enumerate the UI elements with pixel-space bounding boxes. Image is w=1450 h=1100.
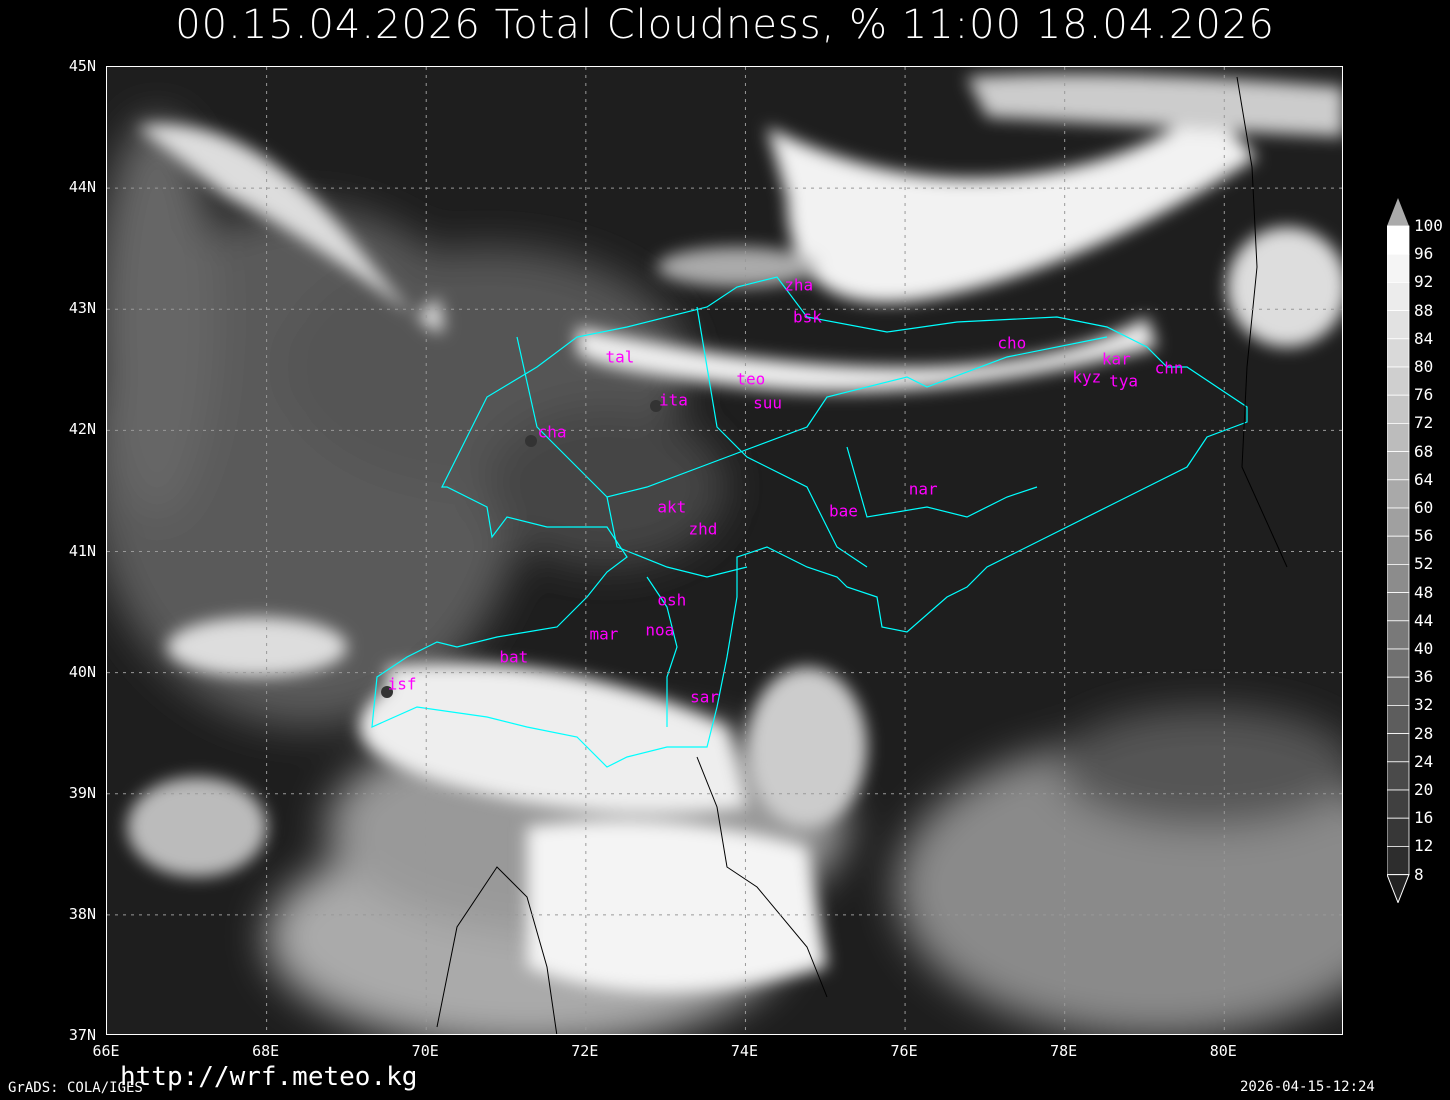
colorbar-min-arrow (1387, 874, 1410, 903)
colorbar-bin (1387, 733, 1410, 763)
station-label-suu: suu (753, 393, 783, 413)
colorbar-label: 52 (1414, 554, 1434, 574)
colorbar-label: 44 (1414, 610, 1434, 630)
lat-label: 42N (68, 420, 96, 439)
colorbar-label: 24 (1414, 751, 1434, 771)
station-label-akt: akt (657, 497, 687, 517)
colorbar-label: 64 (1414, 469, 1434, 489)
colorbar-bin (1387, 394, 1410, 424)
colorbar-label: 20 (1414, 780, 1434, 799)
map-title: 00.15.04.2026 Total Cloudness, % 11:00 1… (175, 2, 1275, 48)
station-label-kar: kar (1101, 349, 1131, 369)
colorbar-bin (1387, 704, 1410, 734)
lon-label: 76E (890, 1042, 918, 1060)
colorbar-bin (1387, 422, 1410, 452)
station-label-nar: nar (908, 479, 938, 499)
lon-label: 66E (92, 1042, 120, 1060)
site-url[interactable]: http://wrf.meteo.kg (120, 1062, 418, 1092)
colorbar-label: 16 (1414, 808, 1434, 828)
station-label-cha: cha (537, 422, 567, 442)
colorbar-label: 8 (1414, 864, 1424, 884)
colorbar-bin (1387, 366, 1410, 396)
colorbar-label: 68 (1414, 441, 1434, 461)
colorbar-bin (1387, 479, 1410, 509)
colorbar-bin (1387, 563, 1410, 593)
colorbar-label: 80 (1414, 357, 1434, 376)
colorbar-bin (1387, 451, 1410, 481)
lat-label: 38N (68, 904, 96, 923)
colorbar-bin (1387, 338, 1410, 368)
station-label-tya: tya (1109, 371, 1138, 391)
generated-timestamp: 2026-04-15-12:24 (1240, 1079, 1375, 1095)
colorbar-label: 12 (1414, 836, 1434, 856)
station-label-mar: mar (589, 624, 619, 644)
lat-label: 43N (68, 299, 96, 318)
lon-label: 74E (730, 1042, 758, 1060)
station-label-sar: sar (690, 687, 719, 707)
colorbar-bin (1387, 648, 1410, 678)
colorbar-bin (1387, 507, 1410, 537)
lon-label: 70E (411, 1042, 439, 1060)
colorbar-label: 92 (1414, 272, 1434, 292)
colorbar-bin (1387, 253, 1410, 283)
colorbar-label: 56 (1414, 526, 1434, 546)
colorbar-bin (1387, 535, 1410, 565)
grid-lines (107, 67, 1342, 1034)
colorbar-bin (1387, 592, 1410, 622)
grads-credit: GrADS: COLA/IGES (8, 1080, 143, 1096)
colorbar-label: 48 (1414, 582, 1434, 602)
station-label-tal: tal (605, 347, 635, 367)
station-label-zhd: zhd (688, 519, 718, 539)
station-label-zha: zha (784, 275, 814, 295)
lon-label: 80E (1209, 1042, 1237, 1060)
colorbar-label: 96 (1414, 244, 1434, 264)
lat-label: 40N (68, 662, 96, 681)
colorbar-bin (1387, 225, 1410, 255)
colorbar-label: 72 (1414, 413, 1434, 433)
lon-label: 68E (252, 1042, 280, 1060)
station-label-kyz: kyz (1072, 367, 1102, 387)
colorbar-label: 32 (1414, 695, 1434, 715)
colorbar-bin (1387, 761, 1410, 791)
lat-label: 44N (68, 178, 96, 197)
station-label-ita: ita (658, 390, 688, 410)
lat-label: 37N (68, 1026, 96, 1044)
station-label-bsk: bsk (793, 307, 822, 327)
station-dots (381, 400, 662, 698)
colorbar-bin (1387, 282, 1410, 312)
lat-label: 45N (68, 57, 96, 75)
lon-label: 78E (1050, 1042, 1078, 1060)
colorbar (1387, 198, 1410, 903)
colorbar-max-arrow (1387, 198, 1409, 226)
station-label-cho: cho (997, 333, 1027, 353)
colorbar-label: 88 (1414, 300, 1434, 320)
station-label-teo: teo (736, 369, 766, 388)
colorbar-bin (1387, 620, 1410, 650)
colorbar-bin (1387, 846, 1410, 876)
lat-label: 39N (68, 783, 96, 802)
colorbar-label: 60 (1414, 498, 1434, 517)
coastlines (436, 76, 1288, 1034)
colorbar-bin (1387, 310, 1410, 340)
colorbar-label: 28 (1414, 723, 1434, 743)
colorbar-bin (1387, 789, 1410, 819)
colorbar-label: 84 (1414, 328, 1434, 348)
cloudiness-map (106, 66, 1343, 1035)
colorbar-bin (1387, 676, 1410, 706)
lon-label: 72E (571, 1042, 599, 1060)
lat-label: 41N (68, 541, 96, 560)
border-lines (371, 276, 1248, 768)
colorbar-label: 76 (1414, 385, 1434, 405)
station-label-bat: bat (499, 647, 529, 667)
station-label-osh: osh (657, 590, 687, 610)
station-label-noa: noa (645, 620, 675, 640)
colorbar-label: 36 (1414, 667, 1434, 687)
station-label-isf: isf (387, 674, 417, 694)
colorbar-label: 100 (1414, 216, 1443, 235)
station-label-chn: chn (1154, 358, 1184, 378)
colorbar-bin (1387, 817, 1410, 847)
station-label-bae: bae (828, 501, 858, 521)
colorbar-label: 40 (1414, 639, 1434, 658)
cloud-field (107, 67, 1342, 1034)
